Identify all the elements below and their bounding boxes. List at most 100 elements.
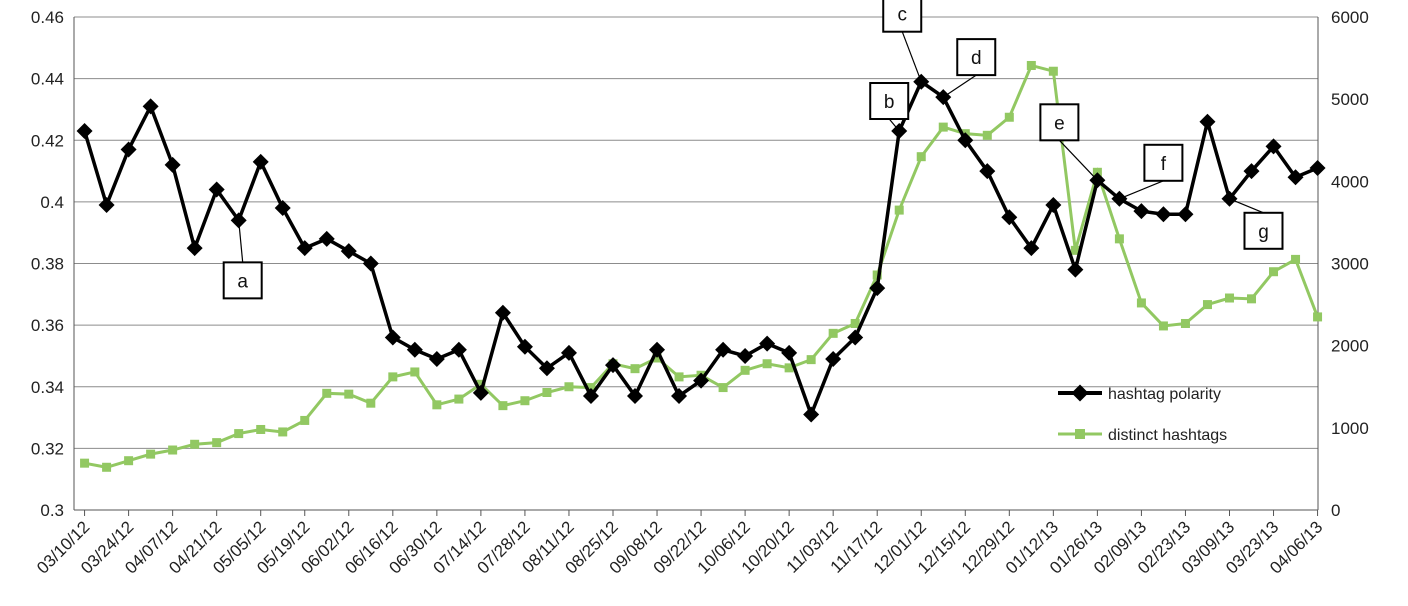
polarity-point [1199,113,1216,130]
hashtags-point [784,363,794,373]
y-tick-label: 0.4 [40,193,64,212]
callout-box [1039,103,1080,142]
legend-hashtags-marker [1075,429,1085,439]
polarity-point [428,351,445,368]
hashtags-point [828,328,838,338]
callout-box [869,82,910,121]
y-tick-label: 0.3 [40,501,64,520]
y2-tick-label: 0 [1331,501,1340,520]
y-tick-label: 0.38 [31,255,64,274]
callout-label: d [971,48,982,69]
hashtags-point [278,427,288,437]
hashtags-point [916,152,926,162]
polarity-point [494,304,511,321]
polarity-point [1177,206,1194,223]
polarity-point [604,357,621,374]
left-axis-ticks: 0.3 0.32 0.34 0.36 0.38 0.4 0.42 0.44 0.46 [31,8,64,520]
polarity-point [76,123,93,140]
hashtags-point [630,364,640,374]
polarity-point [1133,203,1150,220]
hashtags-point [762,359,772,369]
callout-box [956,38,997,77]
right-axis-ticks: 0 1000 2000 3000 4000 5000 6000 [1331,8,1369,520]
hashtags-point [410,367,420,377]
hashtags-point [740,365,750,375]
hashtags-point [674,372,684,382]
y2-tick-label: 1000 [1331,419,1369,438]
polarity-point [186,240,203,257]
polarity-point [759,335,776,352]
callout-label: f [1161,154,1167,175]
polarity-point [957,132,974,149]
y-tick-label: 0.32 [31,439,64,458]
polarity-point [825,351,842,368]
y-tick-label: 0.36 [31,316,64,335]
hashtags-point [212,438,222,448]
polarity-point [98,196,115,213]
polarity-point [1045,196,1062,213]
hashtags-point [1070,245,1080,255]
hashtags-point [850,318,860,328]
y-tick-label: 0.42 [31,131,64,150]
polarity-point [1067,261,1084,278]
polarity-point [164,156,181,173]
callout-label: e [1054,113,1065,134]
callout-leader [1229,198,1264,214]
polarity-point [538,360,555,377]
hashtags-point [1136,298,1146,308]
hashtags-point [564,382,574,392]
hashtags-point [718,383,728,393]
polarity-point [142,98,159,115]
polarity-point [274,200,291,217]
hashtags-point [1247,294,1257,304]
hashtags-point [1202,300,1212,310]
hashtags-point [1048,66,1058,76]
legend-polarity-label: hashtag polarity [1108,386,1221,403]
polarity-line [82,79,1319,420]
polarity-point [318,230,335,247]
hashtags-point [498,401,508,411]
hashtags-point [102,462,112,472]
hashtags-point [388,372,398,382]
polarity-point [869,280,886,297]
polarity-point [1001,209,1018,226]
y-tick-label: 0.46 [31,8,64,27]
hashtags-point [894,205,904,215]
hashtags-line [84,63,1319,469]
polarity-point [362,255,379,272]
polarity-point [781,344,798,361]
y2-tick-label: 6000 [1331,8,1369,27]
y2-tick-label: 3000 [1331,255,1369,274]
hashtags-point [432,400,442,410]
polarity-point [1243,163,1260,180]
polarity-point [649,341,666,358]
hashtags-point [146,449,156,459]
polarity-point [627,387,644,404]
polarity-point [296,240,313,257]
polarity-point [208,181,225,198]
polarity-point [472,384,489,401]
hashtags-point [806,355,816,365]
polarity-point [847,329,864,346]
hashtags-point [476,379,486,389]
hashtags-point [256,424,266,434]
hashtags-point [586,383,596,393]
legend: hashtag polarity distinct hashtags [1058,384,1227,444]
hashtags-point [234,429,244,439]
hashtags-point [1158,321,1168,331]
polarity-point [384,329,401,346]
hashtags-point [982,130,992,140]
callout-box [1243,211,1284,250]
legend-hashtags-label: distinct hashtags [1108,427,1227,444]
hashtags-point [366,398,376,408]
callout-label: b [884,92,895,113]
y-tick-label: 0.34 [31,378,64,397]
hashtags-point [1114,234,1124,244]
callout-box [1143,143,1184,182]
polarity-point [340,243,357,260]
callout-leader [1058,139,1098,181]
callout-leader [238,220,244,263]
polarity-point [406,341,423,358]
hashtags-point [1313,312,1323,322]
